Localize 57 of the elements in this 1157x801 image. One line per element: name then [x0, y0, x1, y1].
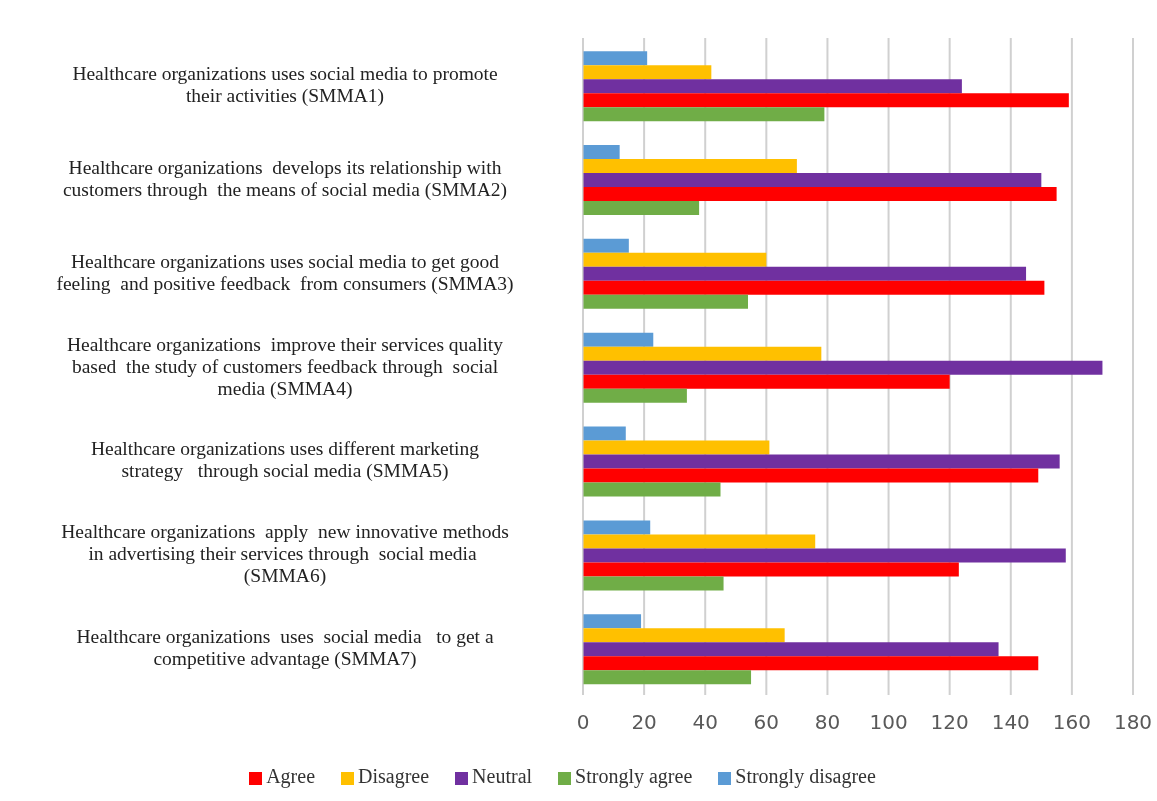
- bar: [583, 346, 822, 361]
- x-tick-label: 120: [930, 710, 969, 735]
- bar: [583, 670, 752, 685]
- bar: [583, 534, 816, 549]
- y-tick-label: Healthcare organizations uses different marketing strategy through social media (SMMA5): [90, 438, 480, 483]
- bar: [583, 360, 1103, 375]
- y-tick-label: Healthcare organizations develops its relationship with customers through the means of social media (SMMA2): [62, 156, 508, 201]
- bar: [583, 79, 962, 94]
- bar: [583, 51, 648, 66]
- legend-label: Disagree: [358, 765, 430, 787]
- y-tick-label: Healthcare organizations uses social media to get good feeling and positive feedback from consumers (SMMA3): [56, 250, 514, 295]
- bar: [583, 520, 651, 535]
- x-tick-label: 40: [692, 710, 718, 735]
- bar: [583, 252, 767, 267]
- bar: [583, 187, 1057, 201]
- x-tick-label: 0: [576, 710, 590, 735]
- bar: [583, 548, 1066, 563]
- x-tick-label: 80: [814, 710, 841, 735]
- x-tick-label: 100: [869, 710, 908, 735]
- bar: [583, 628, 785, 643]
- bar: [583, 576, 724, 591]
- legend-label: Strongly agree: [575, 765, 693, 787]
- y-tick-label: Healthcare organizations improve their services quality based the study of customers feedback through social media (SMMA4): [66, 333, 504, 400]
- bar: [583, 426, 626, 441]
- bar: [583, 482, 721, 497]
- bar: [583, 440, 770, 455]
- y-tick-label: Healthcare organizations apply new innovative methods in advertising their services through social media (SMMA6): [61, 521, 509, 588]
- bar: [583, 145, 620, 159]
- x-tick-label: 160: [1052, 710, 1091, 735]
- x-tick-label: 180: [1113, 710, 1153, 735]
- bar: [583, 374, 950, 389]
- bar: [583, 65, 712, 80]
- bar: [583, 238, 629, 253]
- legend-label: Agree: [266, 765, 316, 787]
- bar: [583, 562, 959, 577]
- legend-label: Strongly disagree: [735, 765, 876, 787]
- bar: [583, 159, 797, 173]
- bar: [583, 642, 999, 657]
- x-tick-label: 140: [991, 710, 1030, 735]
- bar: [583, 614, 642, 629]
- bar: [583, 454, 1060, 469]
- x-tick-label: 60: [753, 710, 780, 735]
- y-tick-label: Healthcare organizations uses social media to get a competitive advantage (SMMA7): [76, 626, 494, 671]
- bar: [583, 201, 700, 215]
- bar: [583, 388, 687, 403]
- bar: [583, 656, 1039, 671]
- bar: [583, 468, 1039, 483]
- bar: [583, 266, 1027, 281]
- bar: [583, 280, 1045, 295]
- bar: [583, 107, 825, 122]
- y-tick-label: Healthcare organizations uses social media to promote their activities (SMMA1): [72, 62, 498, 107]
- bar: [583, 173, 1042, 187]
- bar: [583, 294, 748, 309]
- legend-label: Neutral: [472, 765, 533, 787]
- bar: [583, 332, 654, 347]
- bar: [583, 93, 1069, 108]
- x-tick-label: 20: [631, 710, 657, 735]
